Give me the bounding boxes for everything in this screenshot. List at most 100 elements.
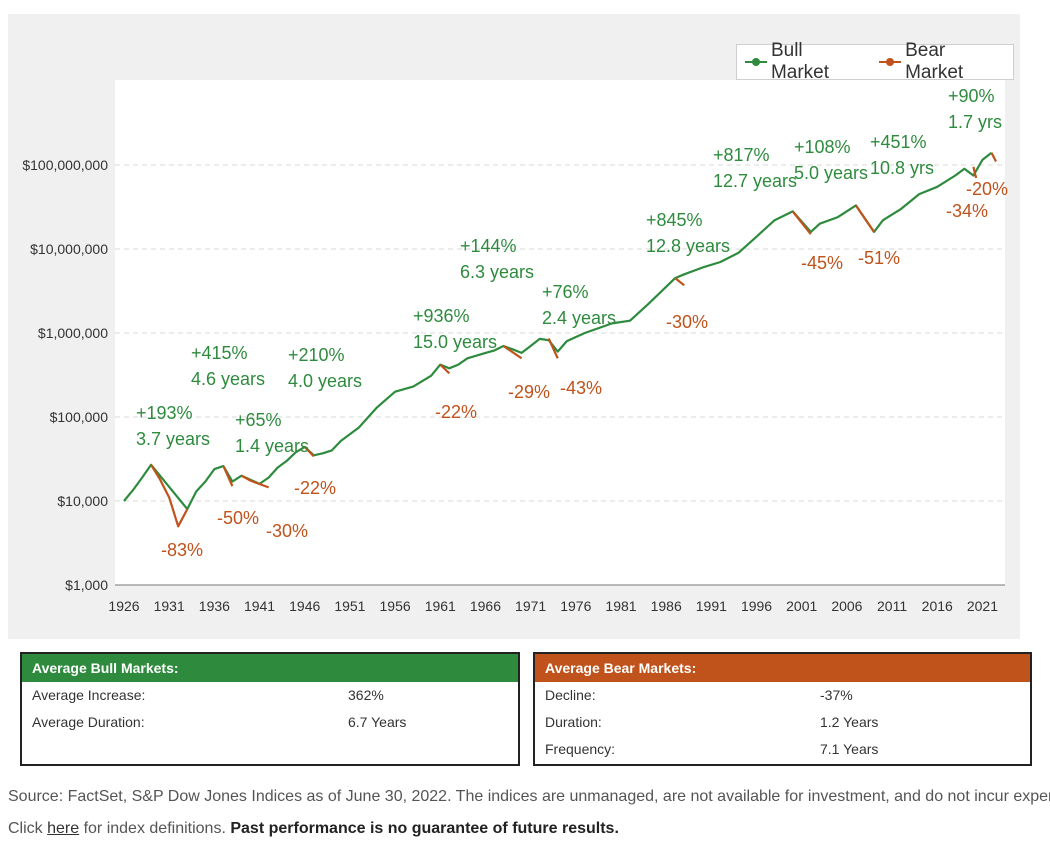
bull-annotation-duration: 12.8 years bbox=[646, 236, 730, 256]
x-tick-label: 1936 bbox=[199, 598, 230, 614]
bear-series-segment bbox=[854, 204, 875, 233]
legend-item-bear[interactable]: Bear Market bbox=[879, 40, 999, 84]
table-row: Average Duration: 6.7 Years bbox=[22, 709, 518, 736]
y-tick-label: $100,000,000 bbox=[22, 157, 108, 173]
bear-series-segment bbox=[240, 474, 269, 489]
bull-annotation-value: +451% bbox=[870, 132, 927, 152]
y-tick-label: $1,000 bbox=[65, 577, 108, 593]
bull-annotation-duration: 1.4 years bbox=[235, 436, 309, 456]
bear-series-segment bbox=[303, 446, 315, 458]
y-tick-label: $10,000 bbox=[57, 493, 108, 509]
bull-annotation-value: +210% bbox=[288, 345, 345, 365]
bull-table-header: Average Bull Markets: bbox=[22, 654, 518, 682]
table-row: Duration: 1.2 Years bbox=[535, 709, 1030, 736]
x-tick-label: 1926 bbox=[108, 598, 139, 614]
bear-annotation-value: -29% bbox=[508, 382, 550, 402]
x-tick-label: 1976 bbox=[560, 598, 591, 614]
bear-summary-table: Average Bear Markets: Decline: -37% Dura… bbox=[533, 652, 1032, 766]
bull-annotation-value: +65% bbox=[235, 410, 282, 430]
bull-annotation-duration: 3.7 years bbox=[136, 429, 210, 449]
x-tick-label: 1931 bbox=[154, 598, 185, 614]
bull-annotation-value: +845% bbox=[646, 210, 703, 230]
x-tick-label: 1986 bbox=[651, 598, 682, 614]
bear-annotation-value: -34% bbox=[946, 201, 988, 221]
legend-item-bull[interactable]: Bull Market bbox=[745, 40, 857, 84]
bear-annotation-value: -83% bbox=[161, 540, 203, 560]
footer-click-suffix: for index definitions. bbox=[79, 820, 231, 837]
x-tick-label: 2021 bbox=[967, 598, 998, 614]
footer-click-prefix: Click bbox=[8, 820, 48, 837]
bear-series-segment bbox=[791, 210, 812, 235]
row-value: 7.1 Years bbox=[820, 741, 879, 757]
row-value: -37% bbox=[820, 687, 853, 703]
y-tick-label: $10,000,000 bbox=[30, 241, 108, 257]
bull-annotation-value: +193% bbox=[136, 403, 193, 423]
bear-annotation-value: -43% bbox=[560, 378, 602, 398]
row-value: 362% bbox=[348, 687, 384, 703]
table-row: Average Increase: 362% bbox=[22, 682, 518, 709]
table-row: Decline: -37% bbox=[535, 682, 1030, 709]
x-tick-label: 1946 bbox=[289, 598, 320, 614]
table-row: Frequency: 7.1 Years bbox=[535, 736, 1030, 763]
bear-annotation-value: -50% bbox=[217, 508, 259, 528]
bull-annotation-duration: 5.0 years bbox=[794, 163, 868, 183]
bear-annotation-value: -30% bbox=[666, 312, 708, 332]
bull-swatch-icon bbox=[745, 56, 767, 68]
x-tick-label: 1951 bbox=[334, 598, 365, 614]
index-definitions-link[interactable]: here bbox=[47, 820, 80, 837]
legend-bull-label: Bull Market bbox=[770, 40, 830, 83]
footer-source: Source: FactSet, S&P Dow Jones Indices a… bbox=[8, 788, 1050, 805]
bear-series-segment bbox=[502, 345, 523, 360]
bull-annotation-value: +76% bbox=[542, 282, 589, 302]
row-label: Decline: bbox=[545, 687, 596, 703]
bull-annotation-value: +108% bbox=[794, 137, 851, 157]
x-tick-label: 1956 bbox=[380, 598, 411, 614]
bull-annotation-duration: 4.6 years bbox=[191, 369, 265, 389]
chart-svg: $1,000 $10,000 $100,000 $1,000,000 $10,000,0… bbox=[22, 80, 1008, 614]
bear-series-segment bbox=[222, 465, 234, 487]
bear-series-segment bbox=[674, 277, 685, 287]
bull-annotation-duration: 2.4 years bbox=[542, 308, 616, 328]
bear-series-segment bbox=[972, 166, 978, 179]
bear-annotation-value: -22% bbox=[294, 478, 336, 498]
bear-annotation-value: -20% bbox=[966, 179, 1008, 199]
x-tick-label: 1966 bbox=[470, 598, 501, 614]
bull-annotation-duration: 12.7 years bbox=[713, 171, 797, 191]
x-tick-label: 2016 bbox=[922, 598, 953, 614]
bear-series-segment bbox=[150, 464, 189, 528]
chart-panel: $1,000 $10,000 $100,000 $1,000,000 $10,000,0… bbox=[8, 14, 1020, 639]
bear-series-segment bbox=[990, 152, 997, 163]
bull-annotation-duration: 1.7 yrs bbox=[948, 112, 1002, 132]
bear-annotation-value: -51% bbox=[858, 248, 900, 268]
bear-annotation-value: -30% bbox=[266, 521, 308, 541]
x-tick-label: 1996 bbox=[741, 598, 772, 614]
row-label: Duration: bbox=[545, 714, 602, 730]
row-value: 1.2 Years bbox=[820, 714, 879, 730]
x-tick-label: 2006 bbox=[831, 598, 862, 614]
y-tick-label: $1,000,000 bbox=[38, 325, 108, 341]
x-tick-label: 1981 bbox=[605, 598, 636, 614]
row-value: 6.7 Years bbox=[348, 714, 407, 730]
bear-series-segment bbox=[439, 363, 451, 375]
y-tick-label: $100,000 bbox=[50, 409, 109, 425]
bear-annotation-value: -45% bbox=[801, 253, 843, 273]
bull-annotation-value: +936% bbox=[413, 306, 470, 326]
footer-disclaimer: Past performance is no guarantee of futu… bbox=[230, 820, 619, 837]
x-tick-label: 1941 bbox=[244, 598, 275, 614]
bull-annotation-duration: 4.0 years bbox=[288, 371, 362, 391]
bull-annotation-duration: 10.8 yrs bbox=[870, 158, 934, 178]
bear-annotation-value: -22% bbox=[435, 402, 477, 422]
bull-annotation-value: +144% bbox=[460, 236, 517, 256]
bull-annotation-value: +415% bbox=[191, 343, 248, 363]
bull-annotation-duration: 6.3 years bbox=[460, 262, 534, 282]
row-label: Average Increase: bbox=[32, 687, 146, 703]
x-tick-label: 2001 bbox=[786, 598, 817, 614]
footer-links: Click here for index definitions. Past p… bbox=[8, 820, 619, 838]
bull-annotation-duration: 15.0 years bbox=[413, 332, 497, 352]
bear-swatch-icon bbox=[879, 56, 902, 68]
legend-bear-label: Bear Market bbox=[905, 40, 964, 83]
x-tick-label: 2011 bbox=[877, 598, 907, 614]
row-label: Average Duration: bbox=[32, 714, 145, 730]
bear-series-segment bbox=[547, 338, 559, 359]
x-tick-label: 1961 bbox=[425, 598, 456, 614]
